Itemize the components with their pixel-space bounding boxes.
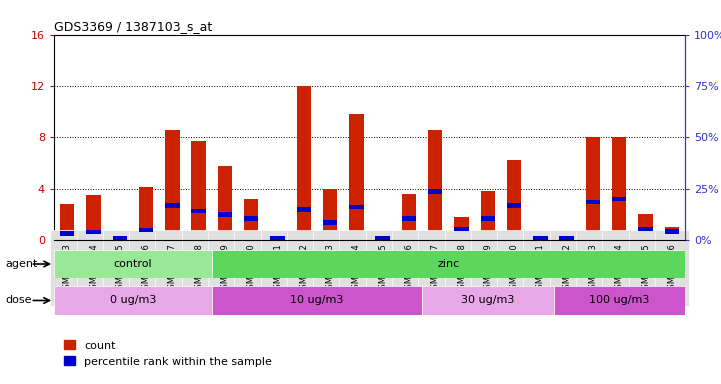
Bar	[54, 286, 212, 315]
Text: agent: agent	[6, 259, 38, 269]
Text: GSM280184: GSM280184	[615, 243, 624, 293]
Bar	[87, 195, 101, 240]
Text: GSM280182: GSM280182	[562, 243, 571, 293]
Text: GSM280171: GSM280171	[273, 243, 282, 293]
Text: GSM280181: GSM280181	[536, 243, 545, 293]
Bar	[139, 228, 154, 232]
Bar	[54, 250, 212, 278]
Bar	[270, 239, 285, 240]
Bar	[559, 237, 574, 240]
Text: GSM280164: GSM280164	[89, 243, 98, 293]
Text: GSM280173: GSM280173	[326, 243, 335, 294]
Bar	[212, 286, 422, 315]
Text: GSM280179: GSM280179	[483, 243, 492, 293]
Text: 100 ug/m3: 100 ug/m3	[589, 295, 650, 306]
Text: dose: dose	[6, 295, 32, 305]
Text: 10 ug/m3: 10 ug/m3	[291, 295, 344, 306]
Text: GSM280176: GSM280176	[404, 243, 413, 294]
Text: GSM280175: GSM280175	[378, 243, 387, 293]
Text: GSM280170: GSM280170	[247, 243, 256, 293]
Bar	[244, 216, 258, 221]
Text: GSM280174: GSM280174	[352, 243, 361, 293]
Bar	[428, 129, 443, 240]
Bar	[244, 199, 258, 240]
Bar	[376, 239, 390, 240]
Bar	[323, 189, 337, 240]
Bar	[428, 189, 443, 194]
Text: GSM280172: GSM280172	[299, 243, 309, 293]
Text: GSM280177: GSM280177	[430, 243, 440, 294]
Text: 0 ug/m3: 0 ug/m3	[110, 295, 156, 306]
Bar	[402, 216, 416, 221]
Bar	[112, 236, 127, 240]
Bar	[554, 286, 685, 315]
Text: GDS3369 / 1387103_s_at: GDS3369 / 1387103_s_at	[54, 20, 212, 33]
Text: GSM280185: GSM280185	[641, 243, 650, 293]
Bar	[323, 220, 337, 225]
Bar	[218, 166, 232, 240]
Bar	[349, 205, 363, 209]
Bar	[296, 86, 311, 240]
Bar	[165, 129, 180, 240]
Text: GSM280168: GSM280168	[194, 243, 203, 294]
Bar	[481, 216, 495, 221]
Bar	[507, 161, 521, 240]
Bar	[454, 227, 469, 231]
Bar	[585, 200, 600, 204]
Text: GSM280180: GSM280180	[510, 243, 518, 293]
Bar	[270, 235, 285, 240]
Text: zinc: zinc	[437, 259, 459, 269]
Text: GSM280169: GSM280169	[221, 243, 229, 293]
Bar	[376, 235, 390, 240]
Bar	[349, 114, 363, 240]
Bar	[454, 217, 469, 240]
Bar	[212, 250, 685, 278]
Text: GSM280163: GSM280163	[63, 243, 71, 294]
Bar	[60, 231, 74, 235]
Bar	[533, 235, 548, 240]
Text: GSM280178: GSM280178	[457, 243, 466, 294]
Bar	[402, 194, 416, 240]
Bar	[638, 227, 653, 231]
Bar	[139, 187, 154, 240]
Bar	[559, 235, 574, 240]
Bar	[87, 230, 101, 234]
Bar	[612, 197, 627, 202]
Text: GSM280165: GSM280165	[115, 243, 124, 293]
Bar	[665, 227, 679, 240]
Bar	[507, 204, 521, 208]
Text: GSM280183: GSM280183	[588, 243, 598, 294]
Bar	[422, 286, 554, 315]
Legend: count, percentile rank within the sample: count, percentile rank within the sample	[60, 336, 276, 371]
Bar	[585, 137, 600, 240]
Text: GSM280166: GSM280166	[141, 243, 151, 294]
Bar	[112, 235, 127, 240]
Bar	[665, 229, 679, 233]
Text: control: control	[114, 259, 152, 269]
Bar	[60, 204, 74, 240]
Bar	[638, 214, 653, 240]
Text: GSM280186: GSM280186	[668, 243, 676, 294]
Bar	[612, 137, 627, 240]
Bar	[481, 191, 495, 240]
Bar	[296, 207, 311, 212]
Bar	[533, 239, 548, 240]
Bar	[191, 209, 206, 213]
Bar	[191, 141, 206, 240]
Text: 30 ug/m3: 30 ug/m3	[461, 295, 515, 306]
Bar	[218, 212, 232, 217]
Text: GSM280167: GSM280167	[168, 243, 177, 294]
Bar	[165, 204, 180, 208]
